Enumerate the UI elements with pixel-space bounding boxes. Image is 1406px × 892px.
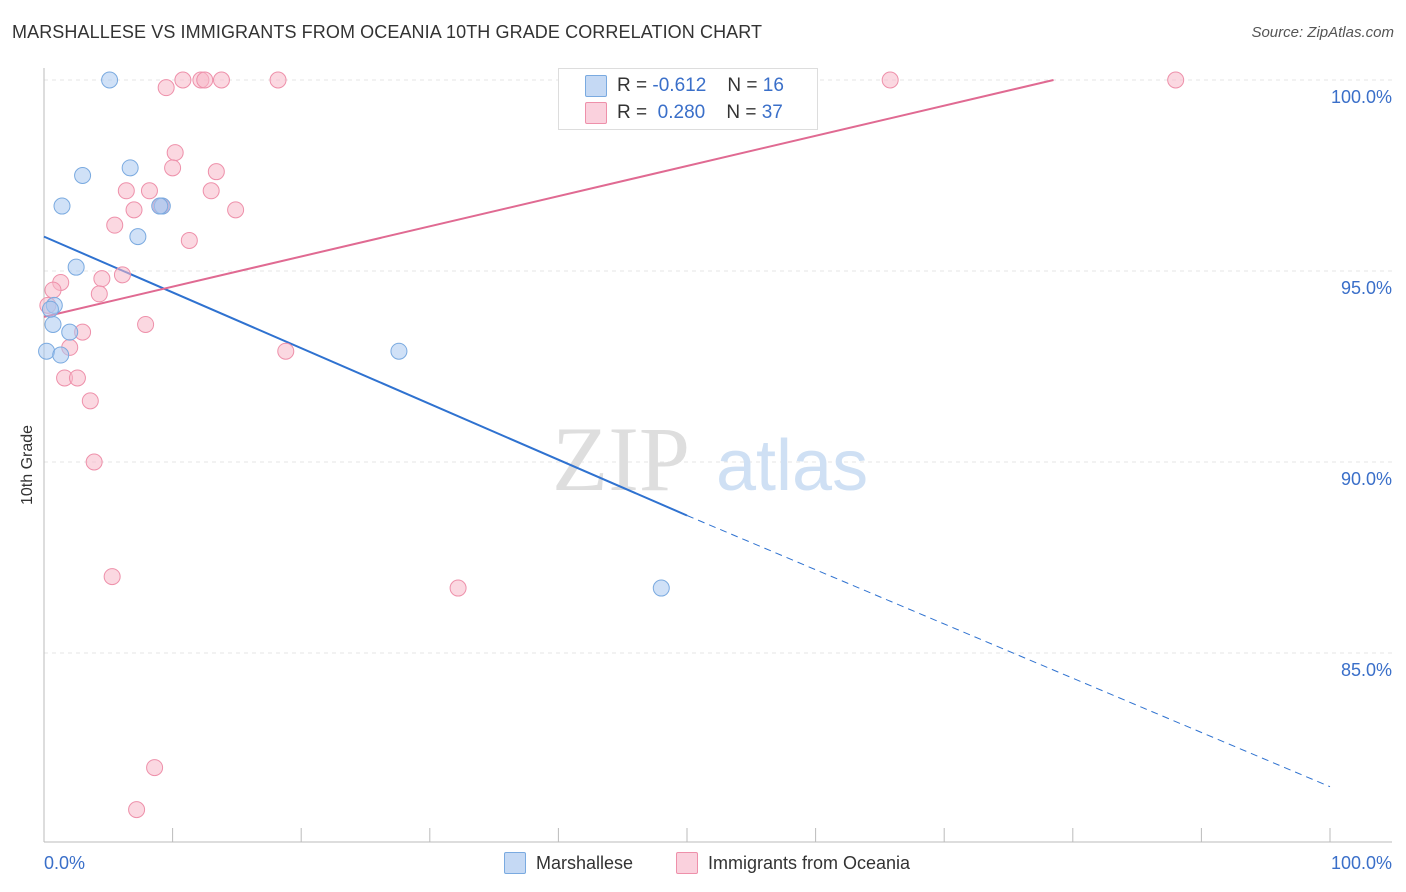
series-swatch-oceania [676,852,698,874]
point-oceania [449,579,467,597]
data-points [38,71,1185,819]
point-oceania [164,159,182,177]
watermark: ZIP atlas [552,408,868,510]
point-marshallese [652,579,670,597]
point-oceania [137,315,155,333]
point-oceania [93,270,111,288]
point-oceania [180,231,198,249]
point-marshallese [121,159,139,177]
point-marshallese [74,167,92,184]
point-oceania [117,182,135,200]
point-marshallese [129,228,147,246]
point-marshallese [53,197,71,215]
series-swatch-marshallese [504,852,526,874]
legend-n-label: N = [727,75,758,96]
trend-lines [43,79,1331,788]
point-oceania [140,182,158,200]
legend-r-label: R = [617,102,648,123]
legend-n-value-marshallese: 16 [762,75,784,96]
point-oceania [881,71,899,89]
legend-n-label: N = [726,102,757,123]
point-oceania [103,568,121,586]
trend-line-oceania [43,79,1054,318]
y-tick-label: 95.0% [1341,278,1392,298]
point-marshallese [67,258,85,276]
point-oceania [1167,71,1185,89]
point-oceania [227,201,245,219]
point-oceania [196,71,214,89]
point-oceania [90,285,108,303]
point-oceania [68,369,86,387]
point-oceania [157,79,175,97]
point-oceania [113,266,131,284]
series-label-marshallese: Marshallese [536,852,634,873]
series-legend: Marshallese Immigrants from Oceania [0,852,1406,878]
point-marshallese [151,197,169,215]
point-marshallese [101,71,119,89]
trend-line-marshallese-extension [686,515,1331,788]
point-marshallese [390,342,408,360]
y-axis-label: 10th Grade [19,424,36,505]
point-oceania [81,392,99,410]
chart-title: MARSHALLESE VS IMMIGRANTS FROM OCEANIA 1… [12,22,763,42]
watermark-atlas: atlas [716,426,868,506]
point-marshallese [41,300,59,318]
point-marshallese [38,342,56,360]
legend-r-value-oceania: 0.280 [657,102,706,123]
point-oceania [125,201,143,219]
point-oceania [106,216,124,234]
point-oceania [269,71,287,89]
legend-r-label: R = [617,75,648,96]
point-oceania [207,163,225,181]
point-oceania [44,281,62,299]
series-legend-marshallese[interactable]: Marshallese [504,852,633,874]
trend-line-marshallese [43,235,688,517]
y-tick-label: 90.0% [1341,469,1392,489]
point-oceania [277,342,295,360]
point-marshallese [52,346,70,364]
point-oceania [146,759,164,777]
x-tick-label: 100.0% [1331,853,1392,873]
grid-lines [44,79,1392,654]
axes [43,68,1392,843]
legend-swatch-marshallese [585,75,607,97]
point-oceania [212,71,230,89]
x-tick-label: 0.0% [44,853,85,873]
point-oceania [202,182,220,200]
point-oceania [166,144,184,162]
correlation-legend: R = -0.612 N = 16 R = 0.280 N = 37 [558,68,818,130]
point-oceania [174,71,192,89]
tick-labels: 85.0% 90.0% 95.0% 100.0% 0.0% 100.0% [44,87,1392,873]
legend-swatch-oceania [585,102,607,124]
legend-n-value-oceania: 37 [761,102,783,123]
series-label-oceania: Immigrants from Oceania [708,852,911,873]
point-marshallese [44,315,62,333]
source-label: Source: ZipAtlas.com [1251,24,1394,41]
point-marshallese [61,323,79,341]
series-legend-oceania[interactable]: Immigrants from Oceania [676,852,910,874]
watermark-zip: ZIP [552,408,690,510]
y-tick-label: 85.0% [1341,660,1392,680]
point-oceania [128,801,146,819]
y-tick-label: 100.0% [1331,87,1392,107]
point-oceania [85,453,103,471]
legend-r-value-marshallese: -0.612 [652,75,707,96]
